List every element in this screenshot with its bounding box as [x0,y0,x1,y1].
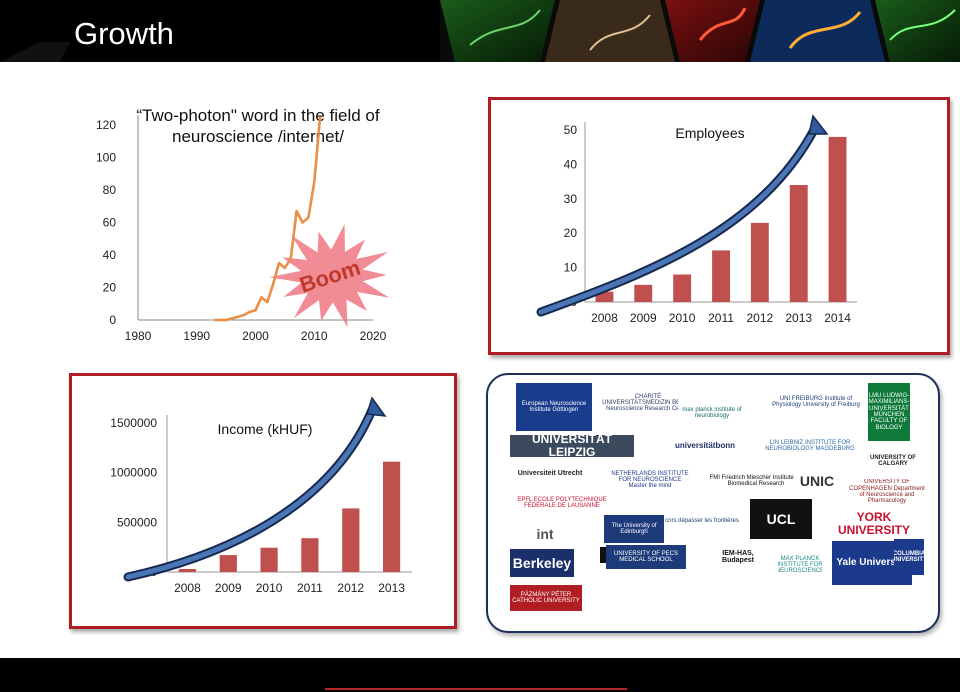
partner-logo: UNIVERSITY OF CALGARY [864,443,922,479]
income-chart-frame: 0 500000 1000000 1500000 2008 2009 2010 2011 201… [69,373,457,629]
y-tick-label: 50 [564,123,578,137]
bar [260,547,278,572]
partner-logo: Universiteit Utrecht [510,463,590,485]
chart-title: Income (kHUF) [218,421,313,437]
bar [750,222,769,302]
y-tick-label: 40 [103,248,117,262]
x-tick-label: 1980 [125,329,152,343]
x-tick-label: 2013 [378,581,405,595]
y-tick-label: 20 [103,281,117,295]
bar [219,555,237,572]
y-tick-label: 1500000 [110,416,157,430]
bar [673,274,692,302]
chart-title: “Two-photon" word in the field of neurosc… [136,106,379,146]
growth-arrow [125,407,375,580]
x-tick-label: 2008 [174,581,201,595]
partner-logo: UNI FREIBURG Institute of Physiology Uni… [768,383,864,421]
x-tick-label: 2012 [337,581,364,595]
partner-logo: The University of Edinburgh [604,515,664,543]
partner-logo: UNIC [794,467,840,495]
x-tick-label: 2014 [824,311,851,325]
partner-logo: COLUMBIA UNIVERSITY [894,539,924,575]
y-tick-label: 10 [564,261,578,275]
y-tick-label: 20 [564,226,578,240]
footer-line [325,688,627,690]
partner-logo: UCL [750,499,812,539]
x-tick-label: 2010 [256,581,283,595]
bar [383,461,401,572]
series-line-overlay [214,116,322,322]
x-tick-label: 2011 [297,581,323,595]
y-tick-label: 30 [564,192,578,206]
x-tick-label: 2009 [630,311,657,325]
growth-arrow [538,125,818,315]
y-tick-label: 80 [103,183,117,197]
bar [712,250,730,302]
bar [789,185,808,302]
y-tick-label: 1000000 [110,466,157,480]
x-tick-label: 2010 [301,329,328,343]
bar [178,569,196,572]
partner-logo: European Neuroscience Institute Göttinge… [516,383,592,431]
partner-logo: MAX PLANCK INSTITUTE FOR NEUROSCIENCE [778,545,822,585]
y-tick-label: 60 [103,216,117,230]
partner-logo: EPFL ECOLE POLYTECHNIQUE FÉDÉRALE DE LAU… [510,489,614,517]
y-tick-label: 40 [564,157,578,171]
x-tick-label: 2009 [215,581,242,595]
partner-logo: UNIVERSITY OF COPENHAGEN Department of N… [848,479,926,505]
partner-logos-panel: European Neuroscience Institute Göttinge… [486,373,940,633]
growth-arrowhead [366,396,387,417]
x-tick-label: 2011 [708,311,734,325]
employees-chart-frame: 0 10 20 30 40 50 2008 2009 2010 2011 2012 2013 2014 E… [488,97,950,355]
bar [634,284,653,302]
partner-logo: int [510,517,580,551]
partner-logo: UNIVERSITY OF PECS MEDICAL SCHOOL [606,545,686,569]
banner-image [0,0,960,62]
partner-logo: universitätbonn [670,433,740,459]
partner-logo: UNIVERSITÄT LEIPZIG [510,435,634,457]
partner-logo: Berkeley [510,549,574,577]
bar [301,538,319,572]
partner-logo: NETHERLANDS INSTITUTE FOR NEUROSCIENCE M… [608,463,692,497]
two-photon-line-chart: 0 20 40 60 80 100 120 1980 1990 2000 2010 2020 “Two-… [96,106,390,343]
partner-logo: PÁZMÁNY PÉTER CATHOLIC UNIVERSITY [510,585,582,611]
partner-logo: LMU LUDWIG-MAXIMILIANS-UNIVERSITÄT MÜNCH… [868,383,910,441]
x-tick-label: 2020 [360,329,387,343]
growth-arrowhead [808,114,829,135]
bar [342,508,360,572]
x-tick-label: 2008 [591,311,618,325]
partner-logo: cnrs dépasser les frontières [664,505,740,537]
x-tick-label: 2012 [747,311,774,325]
y-tick-label: 500000 [117,515,157,529]
footer-bar [0,658,960,692]
partner-logo: YORK UNIVERSITY [824,511,924,537]
partner-logo: FMI Friedrich Miescher Institute for Bio… [702,465,810,497]
title-bar: Growth [0,0,960,62]
y-tick-label: 0 [109,313,116,327]
y-tick-label: 100 [96,151,116,165]
y-tick-label: 120 [96,118,116,132]
x-tick-label: 2000 [242,329,269,343]
partner-logo: LIN LEIBNIZ INSTITUTE FOR NEUROBIOLOGY M… [760,431,860,461]
boom-starburst [269,224,390,328]
bar [595,291,614,302]
slide-title: Growth [74,16,174,51]
partner-logo: IEM-HAS, Budapest [706,545,770,569]
x-tick-label: 2010 [669,311,696,325]
x-tick-label: 1990 [183,329,210,343]
bar [828,136,847,302]
x-tick-label: 2013 [785,311,812,325]
chart-title: Employees [675,125,744,141]
